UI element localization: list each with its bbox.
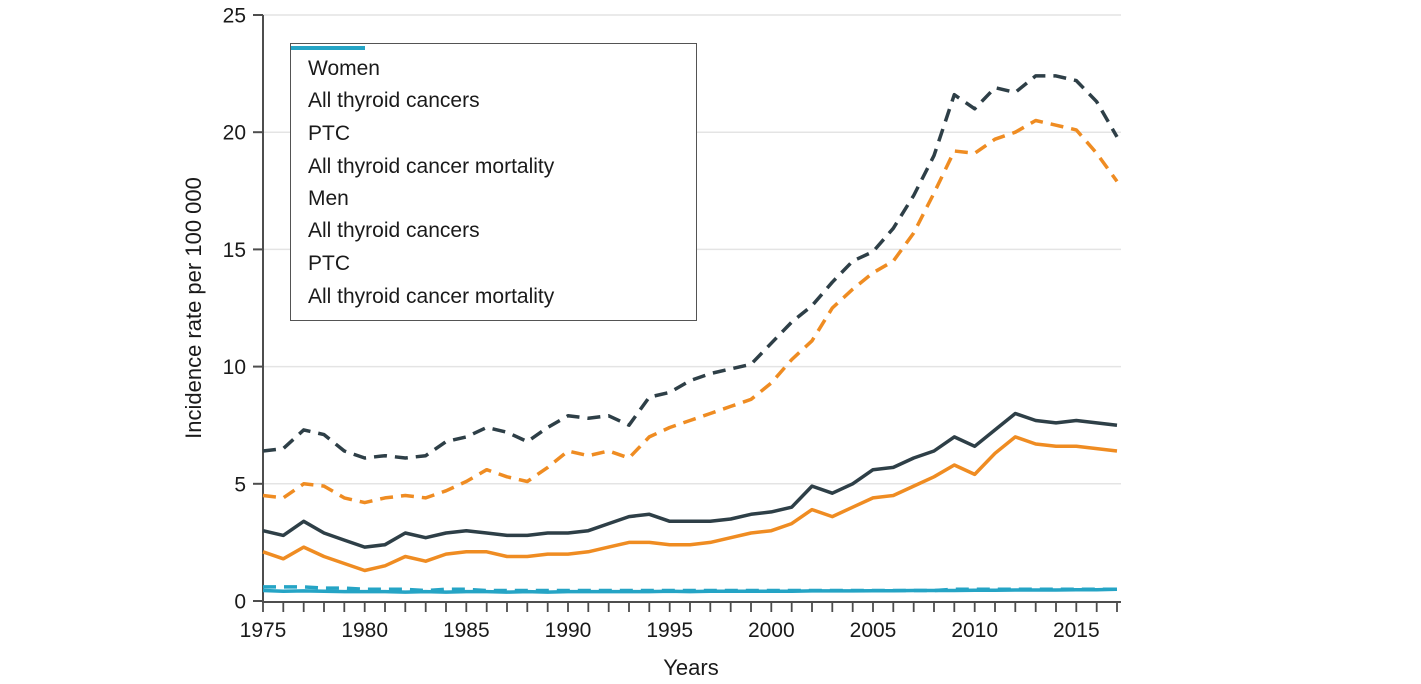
y-tick-label-25: 25 bbox=[223, 5, 246, 28]
x-tick-label-2005: 2005 bbox=[850, 619, 897, 642]
y-tick-label-5: 5 bbox=[234, 473, 246, 496]
legend-item-men-all-thyroid-cancer-mortality: All thyroid cancer mortality bbox=[291, 46, 686, 313]
legend-item-label: All thyroid cancers bbox=[308, 218, 480, 242]
legend-item-label: PTC bbox=[308, 121, 350, 145]
legend-item-label: All thyroid cancers bbox=[308, 88, 480, 112]
axis-tick-labels: 0 5 10 15 20 25 1975 1980 1985 1990 1995 2000 2005 20… bbox=[223, 5, 1100, 643]
series-line-women-ptc bbox=[262, 118, 1119, 505]
series-line-men-all-thyroid-cancers bbox=[262, 411, 1118, 549]
legend-box: Women All thyroid cancers PTC All thyroid c… bbox=[290, 43, 697, 321]
legend-item-women-all-thyroid-cancer-mortality: All thyroid cancer mortality bbox=[291, 46, 686, 183]
legend-item-men-all-thyroid-cancers: All thyroid cancers bbox=[291, 46, 686, 247]
y-axis-label: Incidence rate per 100 000 bbox=[181, 177, 206, 439]
series-line-women-all-thyroid-cancers bbox=[262, 74, 1119, 460]
y-tick-label-15: 15 bbox=[223, 239, 246, 262]
legend-item-men-ptc: PTC bbox=[291, 46, 686, 280]
y-tick-label-20: 20 bbox=[223, 122, 246, 145]
x-tick-label-1980: 1980 bbox=[341, 619, 388, 642]
legend-item-label: All thyroid cancer mortality bbox=[308, 284, 555, 308]
x-tick-label-1985: 1985 bbox=[443, 619, 490, 642]
x-tick-label-2015: 2015 bbox=[1053, 619, 1100, 642]
x-tick-label-2010: 2010 bbox=[951, 619, 998, 642]
series-line-men-ptc bbox=[262, 435, 1118, 573]
legend-group-header-women: Women bbox=[308, 56, 380, 80]
legend-item-label: All thyroid cancer mortality bbox=[308, 154, 555, 178]
x-tick-label-1990: 1990 bbox=[545, 619, 592, 642]
x-axis-label: Years bbox=[663, 655, 718, 680]
legend-item-women-ptc: PTC bbox=[291, 46, 686, 150]
y-tick-label-10: 10 bbox=[223, 356, 246, 379]
data-series bbox=[262, 74, 1119, 594]
x-tick-label-1975: 1975 bbox=[240, 619, 287, 642]
x-tick-label-1995: 1995 bbox=[646, 619, 693, 642]
legend-item-label: PTC bbox=[308, 251, 350, 275]
y-tick-label-0: 0 bbox=[234, 591, 246, 614]
solid-line-swatch-icon bbox=[291, 46, 365, 50]
x-tick-label-2000: 2000 bbox=[748, 619, 795, 642]
legend-item-women-all-thyroid-cancers: All thyroid cancers bbox=[291, 46, 686, 117]
axis-ticks bbox=[253, 14, 1118, 612]
series-line-women-all-thyroid-cancer-mortality bbox=[263, 585, 1117, 593]
legend-group-header-men: Men bbox=[308, 186, 349, 210]
axes bbox=[262, 15, 1121, 603]
